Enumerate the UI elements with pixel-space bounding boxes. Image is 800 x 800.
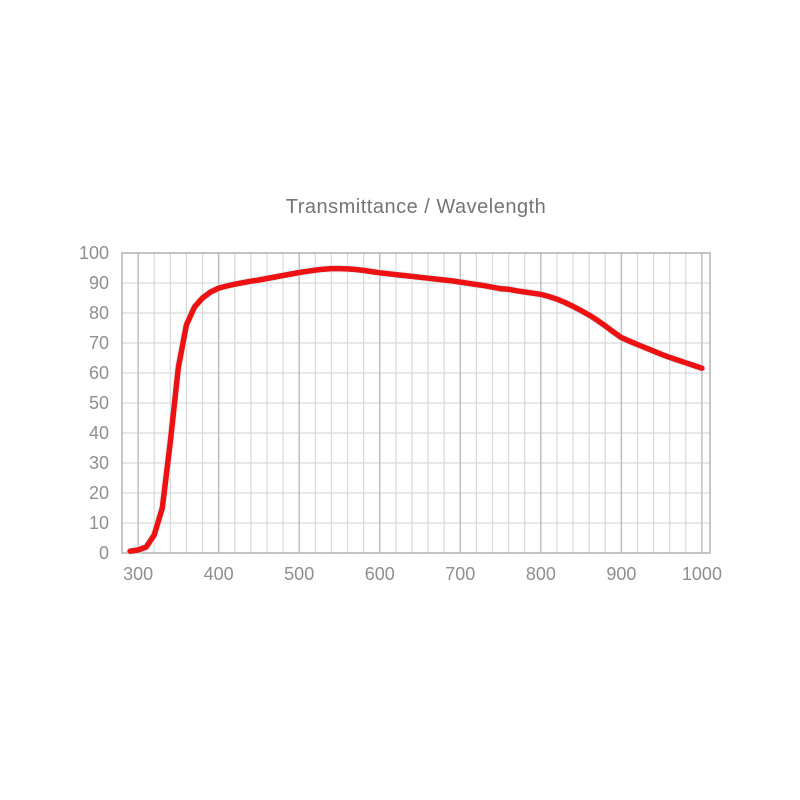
y-tick-label: 60: [89, 363, 109, 383]
series-line-halo: [126, 264, 706, 556]
chart-title: Transmittance / Wavelength: [285, 196, 547, 218]
y-tick-label: 80: [89, 303, 109, 323]
y-tick-label: 50: [89, 393, 109, 413]
y-tick-label: 0: [99, 543, 109, 563]
x-tick-label: 700: [445, 564, 475, 584]
y-tick-label: 100: [79, 243, 109, 263]
x-tick-label: 500: [284, 564, 314, 584]
x-tick-label: 800: [526, 564, 556, 584]
x-tick-label: 900: [606, 564, 636, 584]
y-tick-label: 70: [89, 333, 109, 353]
y-tick-label: 30: [89, 453, 109, 473]
y-tick-label: 90: [89, 273, 109, 293]
x-tick-label: 400: [204, 564, 234, 584]
y-tick-label: 40: [89, 423, 109, 443]
y-tick-label: 10: [89, 513, 109, 533]
x-tick-label: 1000: [682, 564, 722, 584]
series-line-transmittance: [127, 265, 705, 554]
y-tick-label: 20: [89, 483, 109, 503]
x-tick-label: 300: [123, 564, 153, 584]
plot-border: [121, 252, 711, 554]
x-tick-label: 600: [365, 564, 395, 584]
